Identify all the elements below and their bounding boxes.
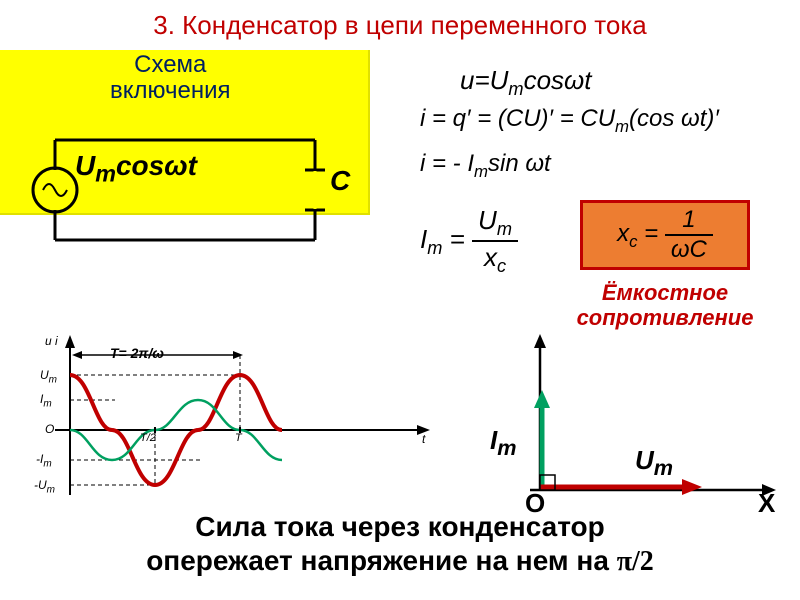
phasor-im-label: Im	[490, 425, 517, 461]
eq-u: u=Umcosωt	[460, 65, 592, 100]
phasor-diagram: Im Um O X	[480, 330, 780, 500]
label-t2: T/2	[140, 432, 156, 444]
eq-im-frac: Um xc	[472, 205, 518, 277]
conclusion-l2: опережает напряжение на нем на π/2	[146, 545, 654, 576]
xc-lhs: xc =	[617, 220, 658, 247]
eq-i-sin: i = - Imsin ωt	[420, 150, 551, 182]
phasor-um-label: Um	[635, 445, 673, 481]
label-num: -Um	[34, 478, 55, 495]
label-im: Im	[40, 392, 52, 409]
conclusion-text: Сила тока через конденсатор опережает на…	[0, 510, 800, 578]
capacitor-label: C	[330, 165, 350, 197]
xc-formula-box: xc = 1 ωC	[580, 200, 750, 270]
xc-num: 1	[665, 206, 713, 236]
source-equation: Umcosωt	[75, 150, 197, 188]
phasor-svg	[480, 330, 780, 500]
graph-svg	[10, 330, 440, 510]
conclusion-l1: Сила тока через конденсатор	[195, 511, 605, 542]
graph-y-label: u i	[45, 334, 58, 348]
schema-label-l2: включения	[110, 77, 231, 104]
page-title: 3. Конденсатор в цепи переменного тока	[0, 0, 800, 41]
xc-den: ωC	[665, 236, 713, 264]
eq-im-den: xc	[472, 242, 518, 277]
eq-i-deriv: i = q′ = (CU)′ = CUm(cos ωt)′	[420, 105, 719, 137]
graph-t-axis: t	[422, 432, 425, 446]
label-o: O	[45, 422, 54, 436]
schema-area: Схема включения Umcosωt C	[0, 50, 370, 215]
eq-im-num: Um	[472, 205, 518, 242]
label-um: Um	[40, 368, 57, 385]
period-label: T= 2π/ω	[110, 345, 164, 361]
eq-im-lhs: Im =	[420, 224, 465, 254]
cap-l1: Ёмкостное	[602, 280, 728, 305]
capacitive-reactance-label: Ёмкостное сопротивление	[540, 280, 790, 331]
source-eq-text: Umcosωt	[75, 150, 197, 181]
schema-label-l1: Схема	[134, 51, 206, 78]
cap-l2: сопротивление	[577, 305, 754, 330]
xc-frac: 1 ωC	[665, 206, 713, 264]
xc-equation: xc = 1 ωC	[617, 206, 713, 264]
label-t: T	[235, 432, 242, 444]
schema-label: Схема включения	[110, 52, 231, 105]
circuit-diagram	[25, 130, 345, 250]
eq-im: Im = Um xc	[420, 205, 518, 277]
label-nim: -Im	[36, 452, 52, 469]
sinusoid-graph: u i T= 2π/ω Um Im O -Im -Um T/2 T t	[10, 330, 440, 510]
